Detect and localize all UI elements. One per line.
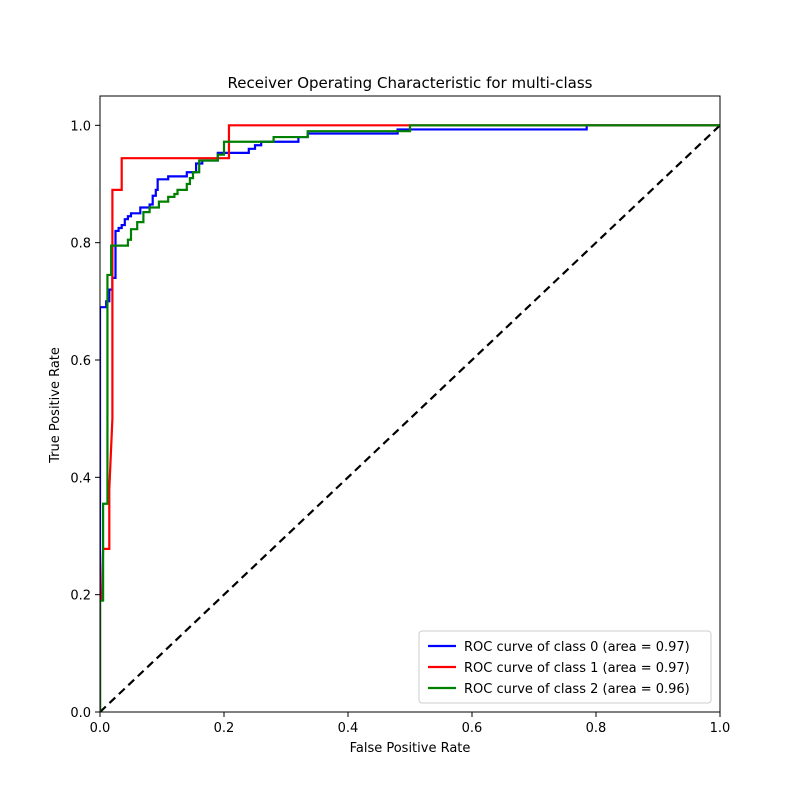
x-tick-label: 0.8: [586, 721, 607, 736]
y-tick-label: 0.4: [70, 471, 91, 486]
y-tick-label: 0.6: [70, 354, 91, 369]
y-tick-label: 0.2: [70, 589, 91, 604]
y-axis-label: True Positive Rate: [48, 347, 63, 464]
legend-box: [418, 630, 712, 704]
axes-frame: [99, 95, 721, 713]
y-tick-label: 0.0: [70, 706, 91, 721]
legend-label-class-1: ROC curve of class 1 (area = 0.97): [464, 661, 690, 676]
roc-line-class-2: [100, 124, 720, 712]
chart-title: Receiver Operating Characteristic for mu…: [228, 74, 593, 92]
x-axis-ticks: 0.0 0.2 0.4 0.6 0.8 1.0: [90, 712, 731, 736]
y-axis-ticks: 0.0 0.2 0.4 0.6 0.8 1.0: [70, 119, 100, 721]
legend-label-class-2: ROC curve of class 2 (area = 0.96): [464, 682, 690, 697]
x-tick-label: 0.2: [214, 721, 235, 736]
series-group: [100, 124, 720, 712]
x-tick-label: 0.6: [462, 721, 483, 736]
legend: ROC curve of class 0 (area = 0.97) ROC cu…: [418, 630, 712, 704]
y-tick-label: 0.8: [70, 237, 91, 252]
x-tick-label: 0.4: [338, 721, 359, 736]
plot-area: [99, 95, 721, 713]
legend-label-class-0: ROC curve of class 0 (area = 0.97): [464, 640, 690, 655]
x-axis-label: False Positive Rate: [350, 741, 471, 756]
x-tick-label: 0.0: [90, 721, 111, 736]
y-tick-label: 1.0: [70, 119, 91, 134]
x-tick-label: 1.0: [710, 721, 731, 736]
